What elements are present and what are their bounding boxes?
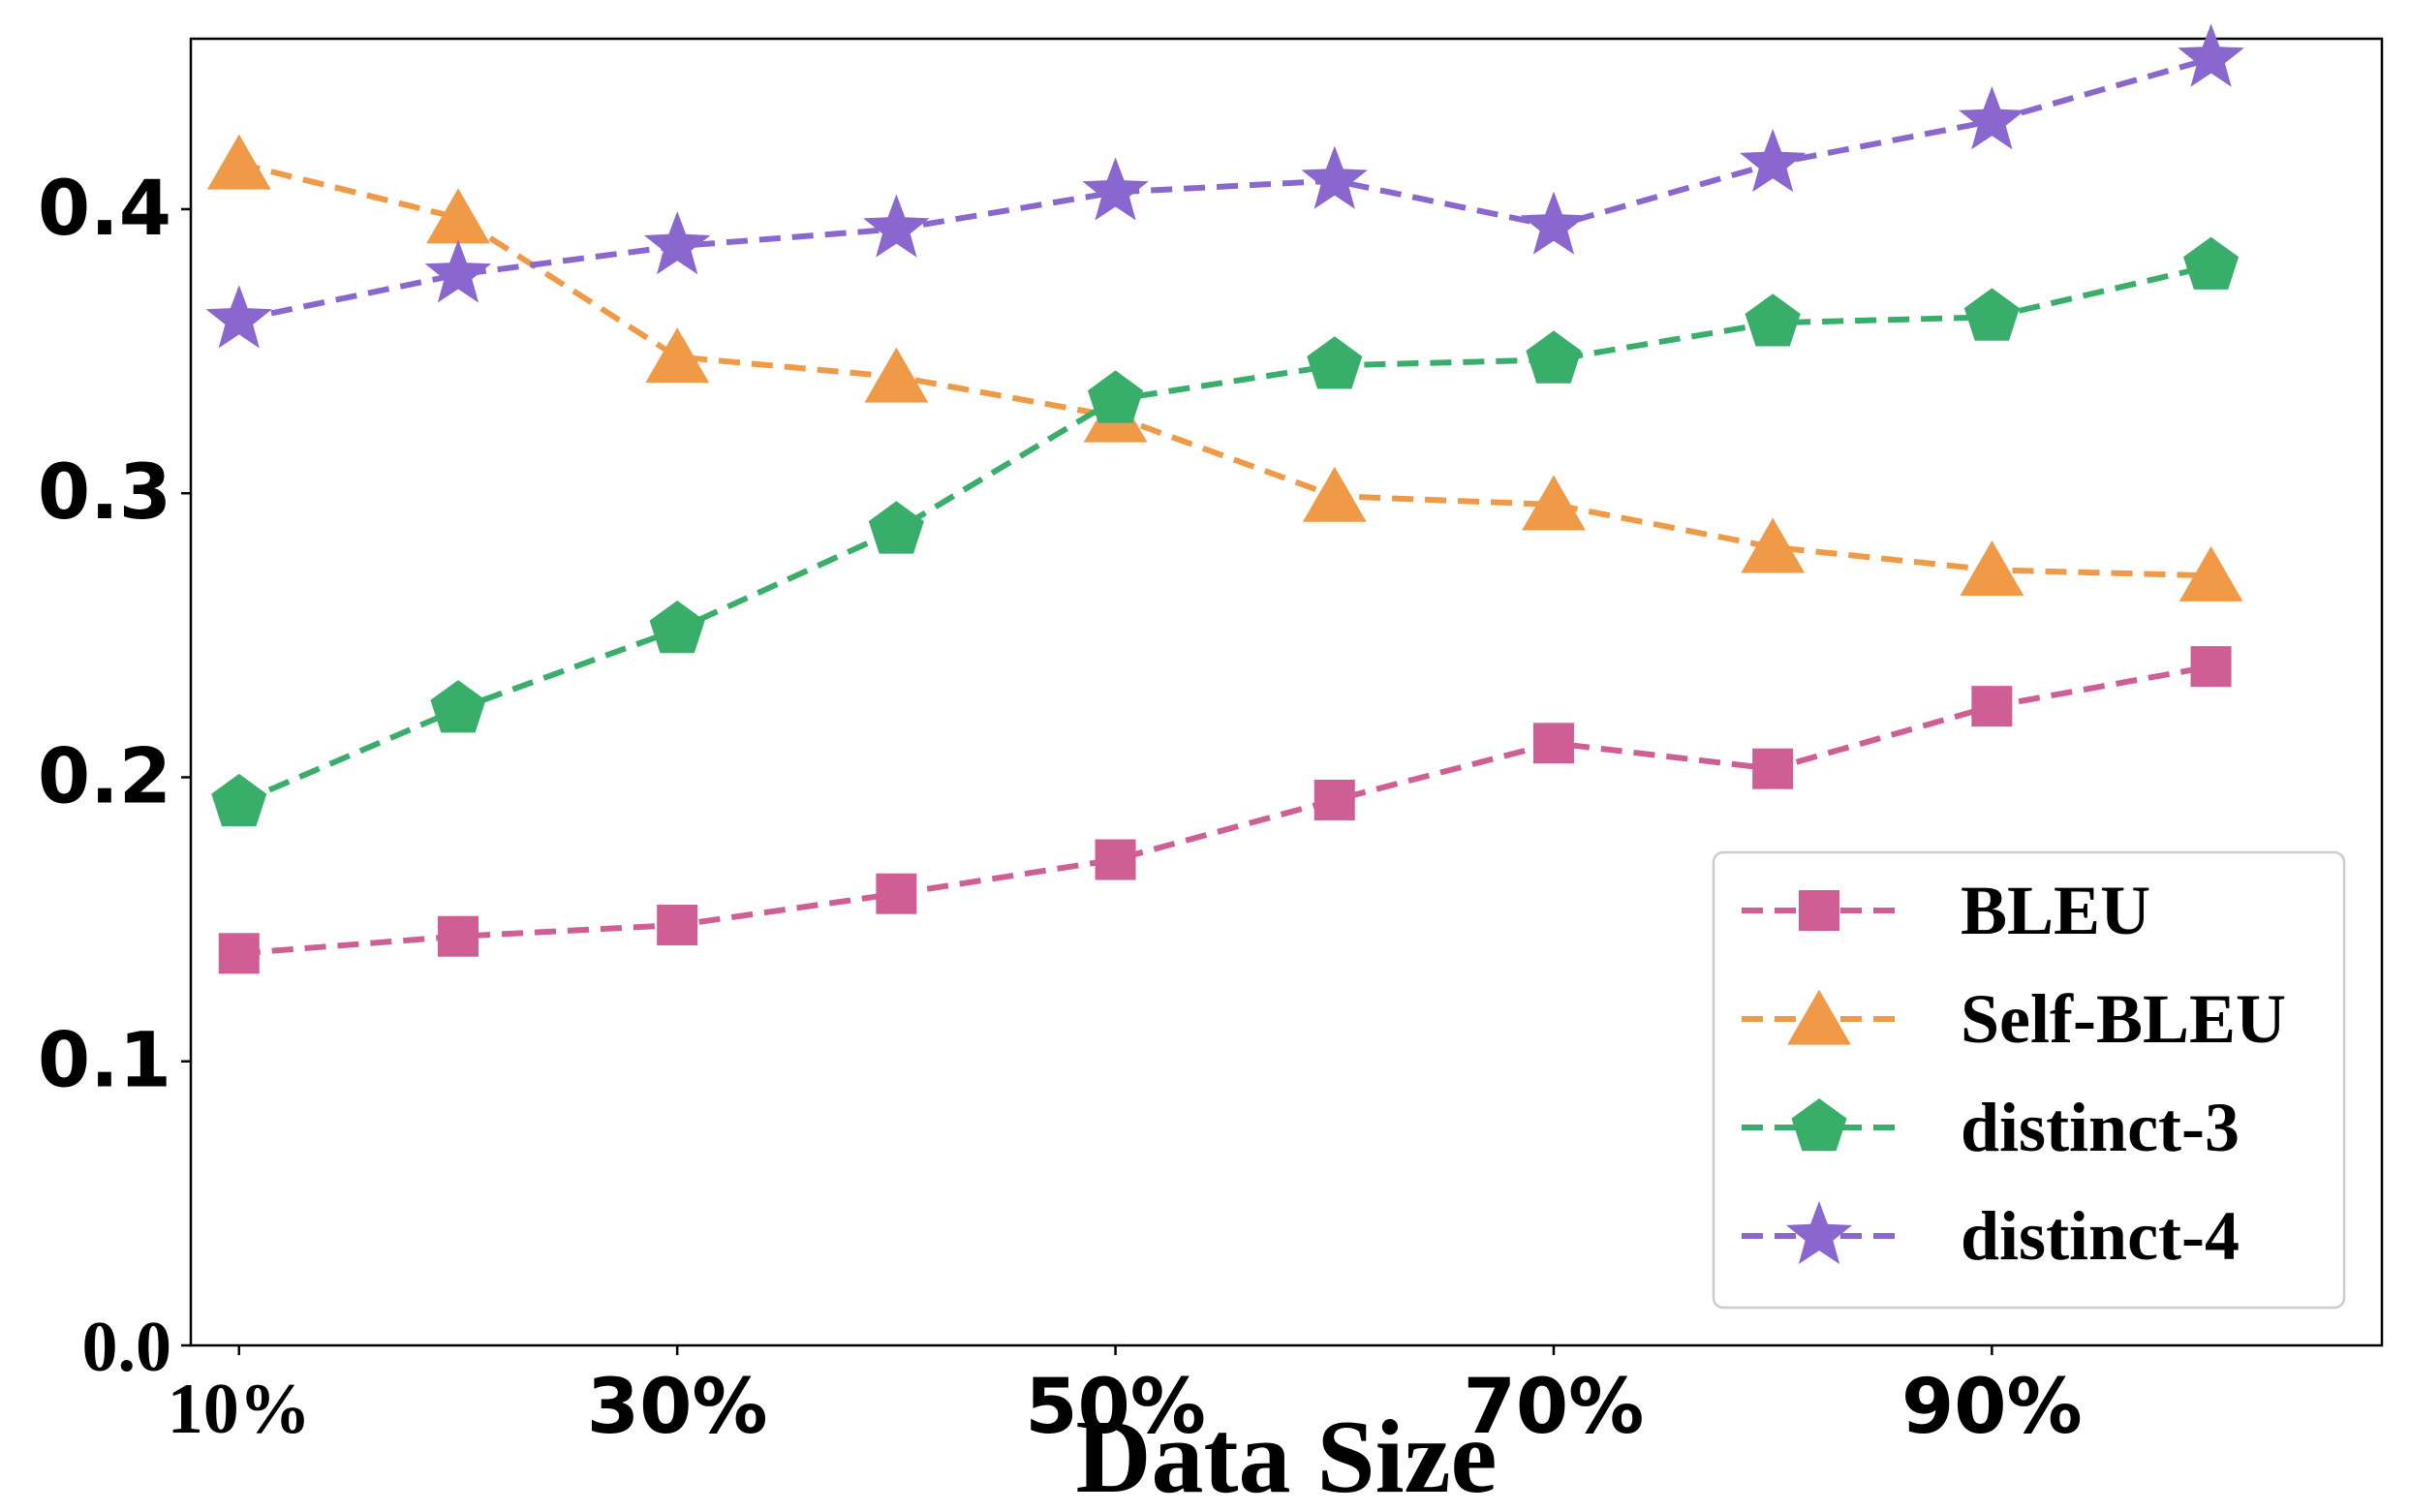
data-point-bleu <box>218 933 260 974</box>
data-point-self-bleu <box>1960 540 2024 596</box>
data-point-self-bleu <box>426 188 490 244</box>
series-line-distinct-3 <box>237 262 2212 806</box>
data-point-distinct-3 <box>1307 336 1363 389</box>
data-point-self-bleu <box>1522 475 1586 531</box>
data-point-distinct-4 <box>863 194 930 258</box>
series-line-distinct-4 <box>238 55 2212 324</box>
y-tick-label: 0.0 <box>82 1308 172 1387</box>
legend-label: distinct-4 <box>1961 1197 2240 1275</box>
series-line-bleu <box>238 663 2212 957</box>
data-point-distinct-3 <box>1088 370 1144 423</box>
data-point-bleu <box>1095 839 1136 880</box>
data-point-bleu <box>1971 686 2013 727</box>
y-axis: 0.0 0.1 0.2 0.3 0.4 <box>38 166 191 1387</box>
data-point-distinct-3 <box>2183 236 2240 290</box>
data-point-distinct-4 <box>1082 157 1149 221</box>
data-point-distinct-3 <box>868 501 924 554</box>
data-point-bleu <box>437 915 479 957</box>
legend-marker-distinct-3 <box>1791 1098 1847 1152</box>
legend-frame <box>1712 850 2346 1310</box>
legend-item-distinct-3: distinct-3 <box>1742 1089 2240 1166</box>
data-point-bleu <box>1313 779 1355 820</box>
legend-item-self-bleu: Self-BLEU <box>1742 980 2286 1058</box>
data-point-bleu <box>876 873 917 914</box>
data-point-distinct-3 <box>1526 330 1582 384</box>
series-bleu <box>218 646 2232 974</box>
legend-label: BLEU <box>1961 872 2150 949</box>
data-point-distinct-4 <box>424 239 492 303</box>
data-point-bleu <box>1532 723 1574 764</box>
data-point-distinct-4 <box>1959 86 2025 150</box>
x-axis: 10% 30% 50% 70% 90% <box>168 1345 2083 1451</box>
legend-label: Self-BLEU <box>1961 980 2286 1058</box>
legend-item-bleu: BLEU <box>1742 872 2150 949</box>
series-line-self-bleu <box>238 161 2211 579</box>
data-point-distinct-3 <box>649 601 705 654</box>
legend: BLEU Self-BLEU distinct-3 distinct-4 <box>1712 850 2346 1310</box>
data-point-distinct-4 <box>205 285 272 349</box>
series-distinct-4 <box>205 23 2244 349</box>
data-point-distinct-4 <box>1739 129 1807 193</box>
data-point-self-bleu <box>206 134 271 190</box>
x-tick-label: 50% <box>1025 1364 1206 1451</box>
data-point-distinct-4 <box>1301 145 1368 209</box>
legend-marker-self-bleu <box>1787 989 1851 1045</box>
series-distinct-3 <box>211 236 2240 827</box>
x-tick-label: 30% <box>587 1364 768 1451</box>
y-tick-label: 0.4 <box>38 166 171 253</box>
x-tick-label: 10% <box>168 1370 311 1449</box>
x-tick-label: 90% <box>1901 1364 2083 1451</box>
data-point-distinct-4 <box>2178 23 2244 87</box>
data-point-self-bleu <box>864 347 929 403</box>
legend-label: distinct-3 <box>1961 1089 2240 1166</box>
data-point-bleu <box>2190 646 2232 688</box>
data-point-self-bleu <box>1302 466 1367 522</box>
data-point-bleu <box>657 904 698 945</box>
y-tick-label: 0.2 <box>38 733 171 820</box>
plot-area-frame <box>189 37 2384 1347</box>
series-self-bleu <box>206 134 2243 602</box>
x-axis-label: Data Size <box>1076 1400 1498 1512</box>
data-point-distinct-3 <box>211 773 267 827</box>
data-point-distinct-3 <box>1963 288 2020 341</box>
legend-item-distinct-4: distinct-4 <box>1742 1197 2240 1275</box>
data-point-distinct-3 <box>1745 293 1801 347</box>
y-tick-label: 0.3 <box>38 449 171 537</box>
data-point-bleu <box>1752 748 1794 789</box>
data-point-distinct-4 <box>643 211 711 275</box>
data-point-self-bleu <box>1741 517 1806 573</box>
x-tick-label: 70% <box>1464 1364 1645 1451</box>
y-tick-label: 0.1 <box>38 1018 171 1105</box>
data-point-self-bleu <box>2178 545 2243 602</box>
data-point-distinct-4 <box>1520 191 1588 255</box>
data-point-self-bleu <box>645 327 710 384</box>
legend-marker-bleu <box>1799 890 1839 931</box>
data-point-distinct-3 <box>430 680 486 733</box>
legend-marker-distinct-4 <box>1785 1201 1853 1265</box>
series-layer <box>205 23 2244 974</box>
